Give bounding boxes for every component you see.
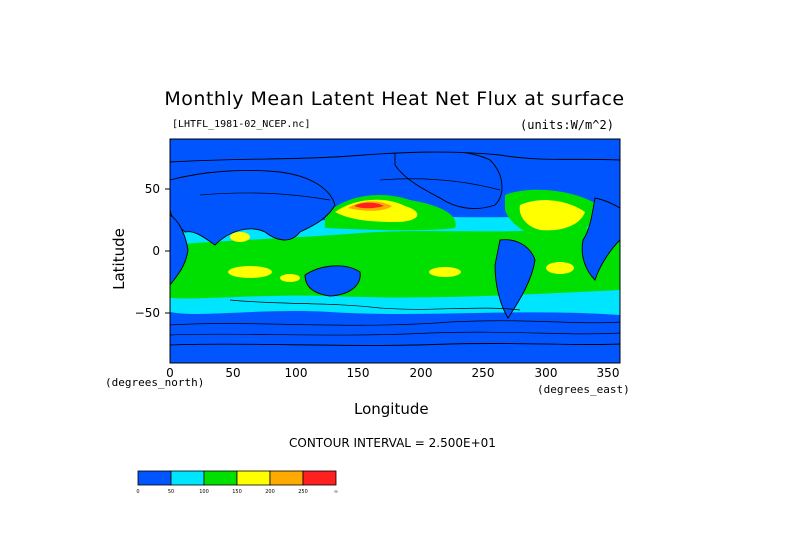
y-unit-label: (degrees_east) [537,383,630,396]
x-tick-label: 50 [225,366,240,380]
colorbar-swatch [137,470,172,486]
arctic [170,139,620,163]
x-tick-label: 200 [410,366,433,380]
africa-east [170,214,189,286]
colorbar-label: ∞ [334,489,338,495]
colorbar-label: 100 [199,489,209,495]
yellow-patch [280,274,300,282]
x-tick-label: 350 [597,366,620,380]
colorbar-label: 50 [168,489,174,495]
x-tick-label: 0 [166,366,174,380]
antarctica [170,342,620,363]
contour-lines [170,178,620,336]
colorbar-label: 200 [265,489,275,495]
south-america [494,239,536,319]
y-axis-title: Latitude [109,228,128,290]
y-tick-label: 50 [145,182,160,196]
y-tick-label: 0 [152,244,160,258]
chart-title: Monthly Mean Latent Heat Net Flux at sur… [164,88,625,110]
x-axis: 0 50 100 150 200 250 300 350 [166,366,619,380]
colorbar-swatch [302,470,337,486]
contour-line [170,320,620,326]
colorbar-label: 0 [136,489,139,495]
asia-landmass [170,169,336,246]
colorbar-label: 150 [232,489,242,495]
colorbar-swatch [170,470,205,486]
colorbar-label: 250 [298,489,308,495]
flux-field [170,139,620,363]
yellow-patch [429,267,461,277]
contour-line [229,299,521,311]
contour-line [170,331,620,336]
x-tick-label: 300 [535,366,558,380]
y-tick-label: −50 [135,306,160,320]
x-axis-title: Longitude [354,400,429,418]
x-tick-label: 150 [347,366,370,380]
colorbar-swatch [203,470,238,486]
x-tick-label: 250 [472,366,495,380]
australia [304,265,361,297]
units-label: (units:W/m^2) [520,118,614,132]
yellow-patch [230,232,250,242]
yellow-patch [546,262,574,274]
colorbar: 0 50 100 150 200 250 ∞ [136,470,338,495]
contour-interval-label: CONTOUR INTERVAL = 2.500E+01 [289,436,496,450]
gulfstream-yellow [519,200,585,231]
colorbar-swatch [269,470,304,486]
colorbar-swatch [236,470,271,486]
x-unit-label: (degrees_north) [105,376,205,389]
contour-line [379,178,501,191]
contour-line [199,192,331,201]
x-tick-label: 100 [285,366,308,380]
y-axis: 50 0 −50 [135,182,170,320]
africa-west [581,197,620,281]
yellow-patch [228,266,272,278]
file-label: [LHTFL_1981-02_NCEP.nc] [172,119,311,130]
continents [170,139,620,363]
kuroshio-red [354,202,384,209]
